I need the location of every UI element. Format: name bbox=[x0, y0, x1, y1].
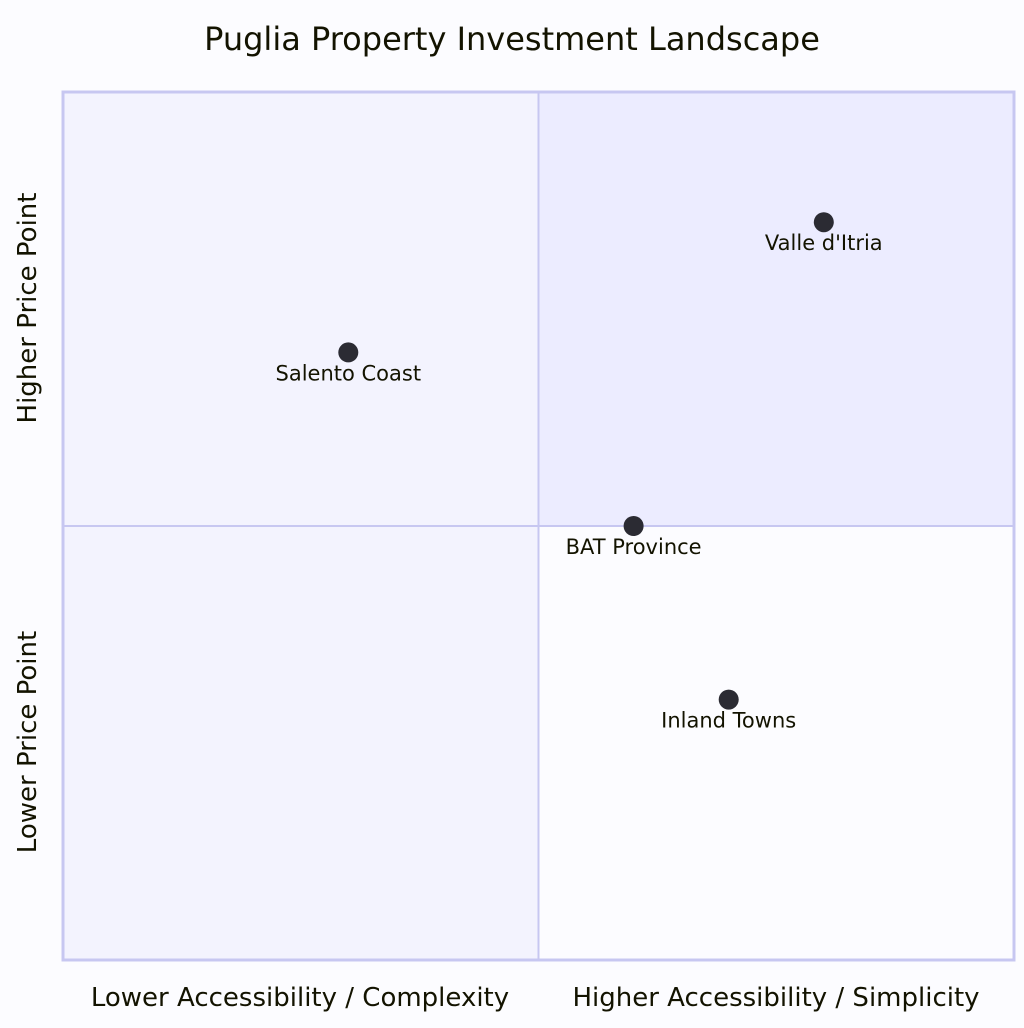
y-axis-label-low: Lower Price Point bbox=[13, 631, 43, 853]
x-axis-label-high: Higher Accessibility / Simplicity bbox=[572, 983, 979, 1013]
data-point-label: Valle d'Itria bbox=[765, 231, 883, 255]
x-axis-label-low: Lower Accessibility / Complexity bbox=[91, 983, 509, 1013]
data-point bbox=[718, 689, 739, 710]
data-point-label: BAT Province bbox=[566, 535, 702, 559]
quadrant-bottom-right bbox=[538, 526, 1014, 960]
data-point bbox=[338, 342, 359, 363]
quadrant-top-left bbox=[63, 92, 539, 526]
data-point-label: Salento Coast bbox=[276, 361, 422, 385]
chart-title: Puglia Property Investment Landscape bbox=[204, 20, 820, 58]
data-point bbox=[623, 516, 644, 536]
quadrant-bottom-left bbox=[63, 526, 539, 960]
quadrant-top-right bbox=[538, 92, 1014, 526]
data-point bbox=[813, 212, 834, 233]
data-point-label: Inland Towns bbox=[661, 709, 796, 733]
plot-border bbox=[61, 90, 1016, 962]
y-axis-label-high: Higher Price Point bbox=[13, 193, 43, 424]
